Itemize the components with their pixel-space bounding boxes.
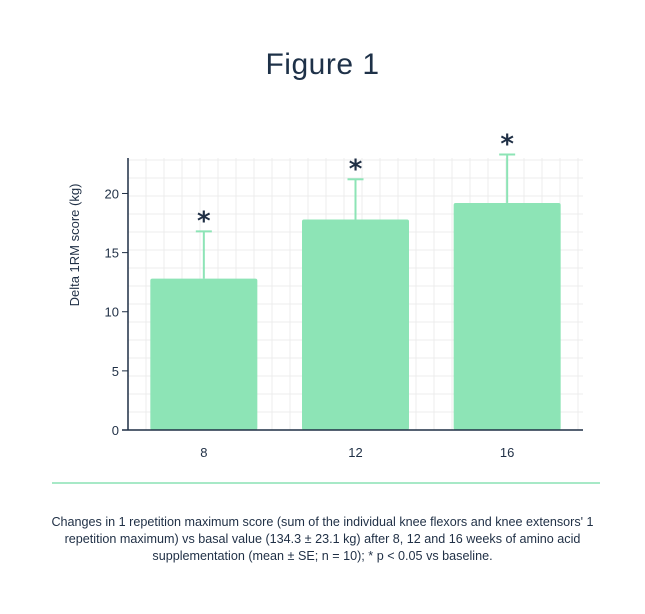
figure-title: Figure 1 <box>265 48 380 81</box>
y-tick-label-5: 5 <box>112 364 119 379</box>
caption-divider <box>52 482 600 484</box>
significance-marker-16: * <box>500 129 514 159</box>
x-tick-label-8: 8 <box>200 445 207 460</box>
y-axis-label: Delta 1RM score (kg) <box>67 184 82 307</box>
significance-marker-8: * <box>197 206 211 236</box>
figure-caption: Changes in 1 repetition maximum score (s… <box>51 515 594 563</box>
y-tick-label-20: 20 <box>105 186 119 201</box>
bar-16 <box>453 202 561 430</box>
y-tick-label-0: 0 <box>112 423 119 438</box>
y-tick-label-15: 15 <box>105 246 119 261</box>
bar-12 <box>302 219 409 430</box>
bar-chart: * * * 8 12 16 0 5 10 15 20 Delta 1RM score (kg) <box>67 129 583 460</box>
x-tick-label-16: 16 <box>500 445 514 460</box>
y-tick-label-10: 10 <box>105 305 119 320</box>
x-tick-label-12: 12 <box>348 445 362 460</box>
bar-8 <box>150 278 258 430</box>
chart-bars: * * * <box>150 129 561 430</box>
chart-axes: 8 12 16 0 5 10 15 20 <box>105 158 583 460</box>
significance-marker-12: * <box>349 154 363 184</box>
